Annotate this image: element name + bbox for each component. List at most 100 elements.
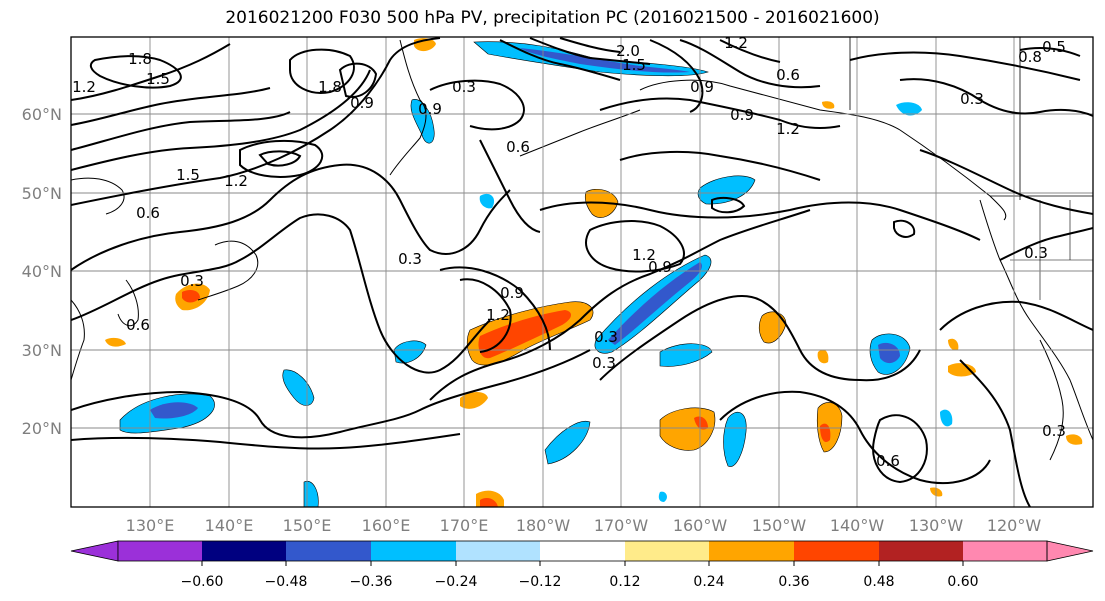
precip-positive-areas <box>105 38 1083 507</box>
precip-patch <box>948 338 959 351</box>
lon-tick-label: 160°E <box>362 516 411 535</box>
precip-patch <box>940 409 953 427</box>
precip-patch <box>479 193 495 209</box>
precip-patch <box>282 369 315 406</box>
colorbar-swatch <box>540 541 625 561</box>
contour-label: 0.9 <box>648 258 672 276</box>
contour-label: 0.9 <box>500 284 524 302</box>
pv-contour <box>71 69 371 171</box>
contour-label: 0.6 <box>136 204 160 222</box>
contour-label: 0.3 <box>180 272 204 290</box>
pv-contour <box>71 213 491 374</box>
contour-label: 1.2 <box>72 78 96 96</box>
colorbar-swatch <box>118 541 202 561</box>
colorbar-swatch <box>286 541 371 561</box>
contour-label: 0.3 <box>452 78 476 96</box>
precip-patch <box>544 420 591 465</box>
pv-contour <box>711 197 746 214</box>
coastline-asia-kamchatka <box>389 39 427 176</box>
colorbar-swatch <box>202 541 286 561</box>
colorbar-swatch <box>456 541 540 561</box>
pv-contour <box>872 414 928 484</box>
pv-contour <box>71 87 271 126</box>
pv-contour <box>289 48 355 94</box>
contour-label: 1.8 <box>128 50 152 68</box>
pv-contours <box>71 37 1093 507</box>
contour-label: 0.9 <box>690 78 714 96</box>
contour-label: 0.9 <box>730 106 754 124</box>
pv-contour <box>679 39 821 89</box>
colorbar-tick-marks <box>201 561 964 566</box>
colorbar-tick-label: 0.60 <box>947 574 978 590</box>
precip-patch <box>608 262 702 345</box>
pv-contour <box>939 300 1093 331</box>
precip-patch <box>697 175 756 205</box>
colorbar-tick-label: −0.36 <box>350 574 393 590</box>
lon-tick-label: 180°W <box>516 516 571 535</box>
pv-contour <box>619 150 821 181</box>
colorbar-swatch <box>709 541 794 561</box>
pv-contour <box>71 111 291 151</box>
colorbar-left-extend <box>70 540 119 562</box>
precip-patch <box>480 498 498 507</box>
precip-patch <box>182 290 200 303</box>
lon-tick-label: 140°E <box>205 516 254 535</box>
precip-patch <box>694 416 708 430</box>
pv-contour <box>479 139 541 233</box>
colorbar-right-extend <box>1046 540 1094 562</box>
contour-label: 0.5 <box>1042 38 1066 56</box>
pv-contour <box>559 37 621 53</box>
pv-contour <box>719 390 991 484</box>
contour-label: 1.2 <box>724 34 748 52</box>
pv-contour <box>338 62 378 98</box>
lon-axis: 130°E 140°E 150°E 160°E 170°E 180°W 170°… <box>126 516 1042 535</box>
pv-contour <box>585 220 685 273</box>
pv-contour <box>849 51 1081 81</box>
contour-label: 0.3 <box>1024 244 1048 262</box>
pv-contour <box>719 39 781 63</box>
pv-contour <box>959 359 1031 507</box>
pv-contour <box>1019 47 1081 57</box>
precip-patch <box>723 411 747 467</box>
precip-patch <box>410 99 435 144</box>
pv-contour <box>999 227 1093 261</box>
lon-tick-label: 150°W <box>752 516 807 535</box>
colorbar-swatch <box>794 541 879 561</box>
precip-patch <box>659 343 713 367</box>
coastline-japan <box>197 240 259 301</box>
precip-patch <box>478 310 572 359</box>
contour-label: 0.9 <box>418 100 442 118</box>
colorbar-tick-label: −0.48 <box>265 574 308 590</box>
lat-tick-label: 40°N <box>22 262 62 281</box>
precip-patch <box>150 402 198 419</box>
lat-tick-label: 20°N <box>22 419 62 438</box>
pv-contour <box>239 139 324 178</box>
pv-contour <box>429 209 811 401</box>
lon-tick-label: 120°W <box>987 516 1042 535</box>
map-frame <box>70 36 1094 508</box>
contour-label: 0.3 <box>594 328 618 346</box>
gridlines <box>71 37 1093 507</box>
contour-label: 1.2 <box>224 172 248 190</box>
lat-tick-label: 30°N <box>22 341 62 360</box>
pv-contour <box>599 295 921 382</box>
contour-label: 0.6 <box>506 138 530 156</box>
contour-label: 0.8 <box>1018 48 1042 66</box>
colorbar-swatch <box>625 541 709 561</box>
coastline-korea <box>117 279 139 327</box>
pv-contour <box>529 37 651 65</box>
precip-negative-areas <box>119 41 953 507</box>
contour-label: 2.0 <box>616 42 640 60</box>
precip-patch <box>1066 434 1083 445</box>
pv-contour <box>89 55 182 89</box>
colorbar-tick-label: −0.24 <box>435 574 478 590</box>
precip-patch <box>520 48 690 73</box>
contour-label: 0.3 <box>398 250 422 268</box>
contour-label: 0.9 <box>350 94 374 112</box>
contour-label: 0.3 <box>1042 422 1066 440</box>
pv-contour <box>71 163 511 271</box>
contour-label: 1.2 <box>486 306 510 324</box>
pv-contour <box>71 37 441 206</box>
lon-tick-label: 140°W <box>830 516 885 535</box>
